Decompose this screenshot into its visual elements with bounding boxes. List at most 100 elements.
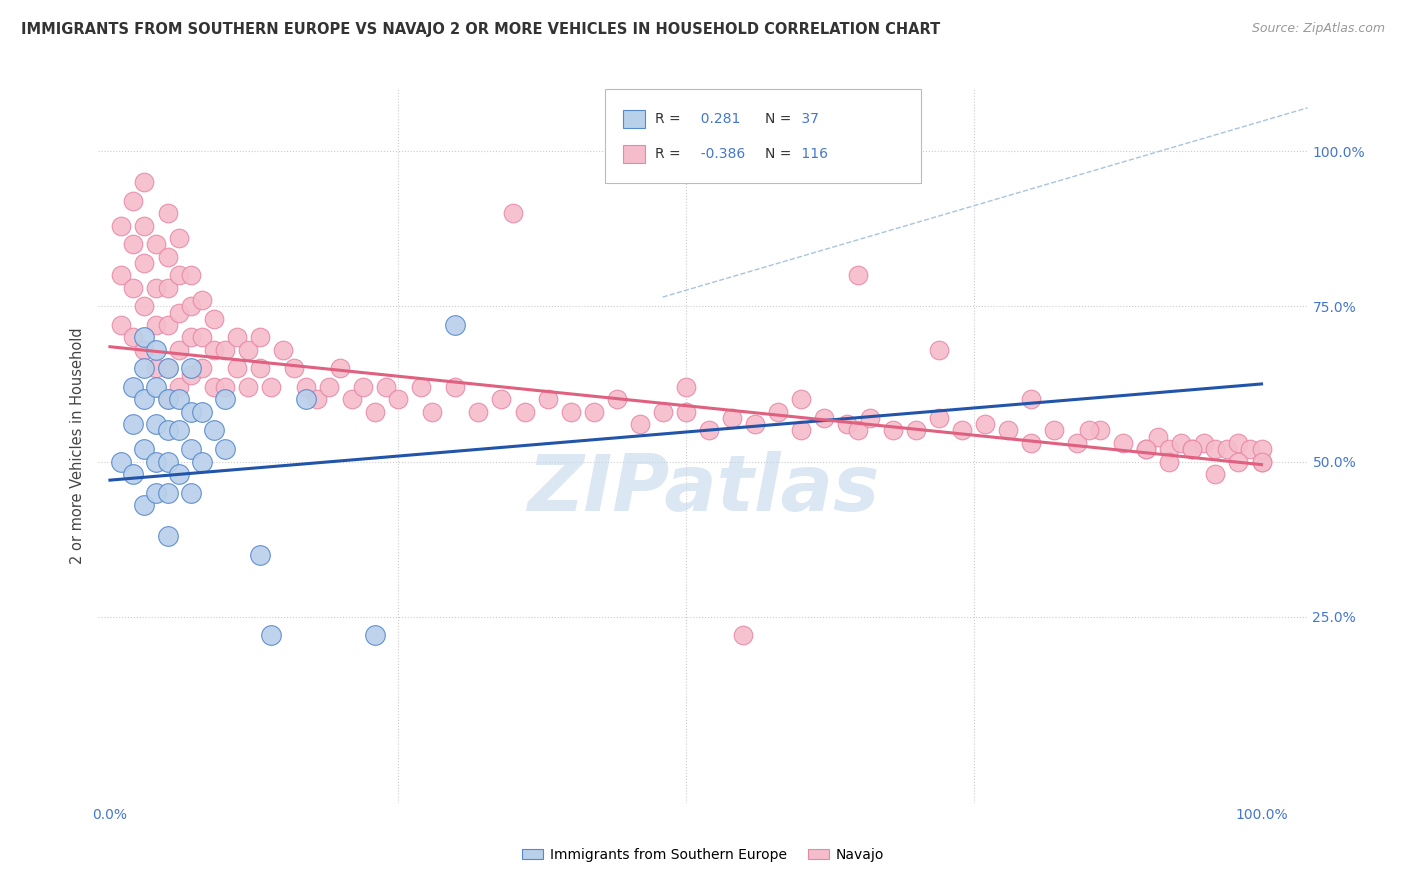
Text: N =: N = (765, 147, 792, 161)
Point (1227, 436, 1250, 450)
Point (1043, 424, 1066, 438)
Point (122, 417, 145, 432)
Legend: Immigrants from Southern Europe, Navajo: Immigrants from Southern Europe, Navajo (516, 842, 890, 867)
Point (167, 380, 190, 394)
Point (260, 380, 283, 394)
Point (928, 343, 950, 357)
Point (180, 368, 202, 382)
Point (974, 417, 997, 432)
Point (156, 318, 179, 332)
Point (387, 392, 409, 407)
Point (1204, 442, 1226, 456)
Point (156, 361, 179, 376)
Point (191, 330, 214, 344)
Point (882, 424, 904, 438)
Point (249, 548, 271, 562)
Point (997, 424, 1019, 438)
Point (813, 411, 835, 425)
Point (697, 424, 720, 438)
Point (156, 529, 179, 543)
Point (294, 392, 316, 407)
Point (134, 175, 156, 189)
Point (145, 485, 167, 500)
Point (1135, 442, 1157, 456)
Point (236, 343, 259, 357)
Text: 37: 37 (797, 112, 820, 126)
Point (214, 343, 236, 357)
Point (167, 231, 190, 245)
Point (422, 405, 444, 419)
Point (1181, 442, 1204, 456)
Point (1216, 442, 1239, 456)
Point (848, 268, 870, 283)
Point (156, 392, 179, 407)
Point (859, 411, 882, 425)
Point (145, 343, 167, 357)
Text: -0.386: -0.386 (692, 147, 745, 161)
Point (156, 454, 179, 468)
Point (1090, 424, 1112, 438)
Text: N =: N = (765, 112, 792, 126)
Point (134, 498, 156, 512)
Point (122, 380, 145, 394)
Point (1077, 424, 1099, 438)
Point (307, 392, 329, 407)
Point (675, 405, 697, 419)
Point (180, 330, 202, 344)
Point (202, 343, 225, 357)
Point (790, 424, 813, 438)
Point (225, 361, 247, 376)
Point (928, 411, 950, 425)
Point (122, 330, 145, 344)
Point (444, 318, 467, 332)
Point (1204, 467, 1226, 481)
Point (1159, 442, 1181, 456)
Point (1227, 454, 1250, 468)
Point (134, 343, 156, 357)
Point (249, 361, 271, 376)
Point (766, 405, 789, 419)
Point (271, 343, 294, 357)
Point (790, 392, 813, 407)
Point (191, 293, 214, 308)
Point (180, 405, 202, 419)
Point (1147, 430, 1170, 444)
Point (1135, 442, 1157, 456)
Point (513, 405, 536, 419)
Point (249, 330, 271, 344)
Point (1066, 436, 1088, 450)
Point (214, 442, 236, 456)
Text: 116: 116 (797, 147, 828, 161)
Point (1250, 454, 1272, 468)
Point (180, 485, 202, 500)
Point (733, 628, 755, 642)
Point (145, 454, 167, 468)
Point (835, 417, 858, 432)
Point (950, 424, 973, 438)
Point (145, 417, 167, 432)
Point (134, 361, 156, 376)
Point (167, 268, 190, 283)
Point (134, 392, 156, 407)
Point (134, 442, 156, 456)
Point (364, 405, 387, 419)
Point (110, 219, 132, 233)
Point (375, 380, 398, 394)
Point (180, 299, 202, 313)
Point (202, 424, 225, 438)
Point (122, 281, 145, 295)
Point (145, 380, 167, 394)
Point (606, 392, 628, 407)
Point (156, 361, 179, 376)
Text: 0.281: 0.281 (692, 112, 740, 126)
Point (214, 380, 236, 394)
Point (582, 405, 605, 419)
Point (318, 380, 340, 394)
Point (560, 405, 582, 419)
Point (110, 318, 132, 332)
Point (180, 361, 202, 376)
Point (202, 311, 225, 326)
Point (180, 442, 202, 456)
Point (1239, 442, 1261, 456)
Point (134, 330, 156, 344)
